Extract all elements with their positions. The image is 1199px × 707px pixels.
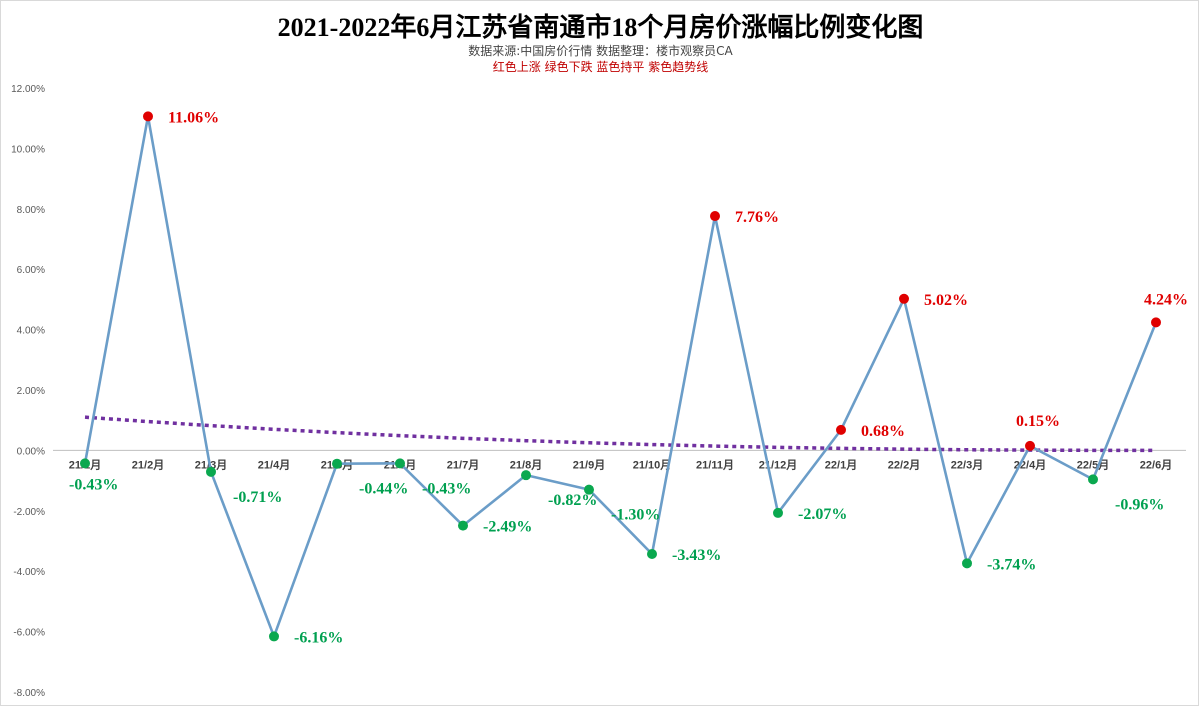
- chart-subtitle: 数据来源:中国房价行情 数据整理：楼市观察员CA: [468, 44, 733, 58]
- x-tick-label: 21/11月: [696, 458, 734, 471]
- data-point: [1151, 317, 1161, 328]
- chart-title: 2021-2022年6月江苏省南通市18个月房价涨幅比例变化图: [277, 13, 924, 42]
- data-point: [143, 111, 153, 122]
- x-tick-label: 22/5月: [1077, 458, 1109, 471]
- data-point: [395, 458, 405, 469]
- data-label: -1.30%: [611, 507, 660, 524]
- data-point: [269, 631, 279, 642]
- data-label: -3.43%: [672, 547, 721, 564]
- data-point: [1088, 474, 1098, 485]
- series-line: [83, 115, 1158, 638]
- data-point: [332, 458, 342, 469]
- y-tick-label: -2.00%: [13, 507, 45, 518]
- x-tick-label: 22/3月: [951, 458, 983, 471]
- data-point: [899, 293, 909, 304]
- data-label: 0.15%: [1016, 413, 1060, 430]
- color-legend-note: 红色上涨 绿色下跌 蓝色持平 紫色趋势线: [492, 60, 709, 74]
- data-point: [962, 558, 972, 569]
- x-tick-label: 22/6月: [1140, 458, 1172, 471]
- y-tick-label: -4.00%: [13, 567, 45, 578]
- y-tick-label: 2.00%: [17, 386, 45, 397]
- data-label: -0.82%: [548, 492, 597, 509]
- x-tick-label: 22/2月: [888, 458, 920, 471]
- data-label: 5.02%: [924, 292, 968, 309]
- data-point: [521, 470, 531, 481]
- data-label: 11.06%: [168, 109, 219, 126]
- x-tick-label: 21/9月: [573, 458, 605, 471]
- x-tick-label: 21/10月: [633, 458, 672, 471]
- data-label: -2.07%: [798, 506, 847, 523]
- y-tick-label: 12.00%: [11, 84, 45, 95]
- x-tick-label: 21/12月: [759, 458, 798, 471]
- data-label: 7.76%: [735, 209, 779, 226]
- y-tick-label: 10.00%: [11, 144, 45, 155]
- data-point: [773, 507, 783, 518]
- x-tick-label: 21/7月: [447, 458, 479, 471]
- data-label: -3.74%: [987, 556, 1036, 573]
- data-label: -0.43%: [69, 476, 118, 493]
- data-point: [458, 520, 468, 531]
- data-point: [206, 466, 216, 477]
- y-tick-label: -8.00%: [13, 688, 45, 699]
- y-tick-label: 4.00%: [17, 326, 45, 337]
- data-point: [647, 548, 657, 559]
- data-label: -0.44%: [359, 481, 408, 498]
- x-tick-label: 21/4月: [258, 458, 290, 471]
- data-label: -0.43%: [422, 480, 471, 497]
- y-tick-label: 6.00%: [17, 265, 45, 276]
- data-label: -6.16%: [294, 629, 343, 646]
- y-tick-label: 0.00%: [17, 446, 45, 457]
- x-tick-label: 21/2月: [132, 458, 164, 471]
- x-tick-label: 22/1月: [825, 458, 857, 471]
- data-point: [710, 211, 720, 222]
- data-point: [80, 458, 90, 469]
- data-point: [1025, 440, 1035, 451]
- trendline: [84, 415, 1157, 453]
- y-tick-label: 8.00%: [17, 205, 45, 216]
- data-label: -0.71%: [233, 489, 282, 506]
- data-label: -0.96%: [1115, 496, 1164, 513]
- data-point: [836, 424, 846, 435]
- x-tick-label: 21/8月: [510, 458, 542, 471]
- data-label: 4.24%: [1144, 291, 1188, 308]
- data-point: [584, 484, 594, 495]
- data-label: 0.68%: [861, 423, 905, 440]
- y-tick-label: -6.00%: [13, 628, 45, 639]
- data-label: -2.49%: [483, 519, 532, 536]
